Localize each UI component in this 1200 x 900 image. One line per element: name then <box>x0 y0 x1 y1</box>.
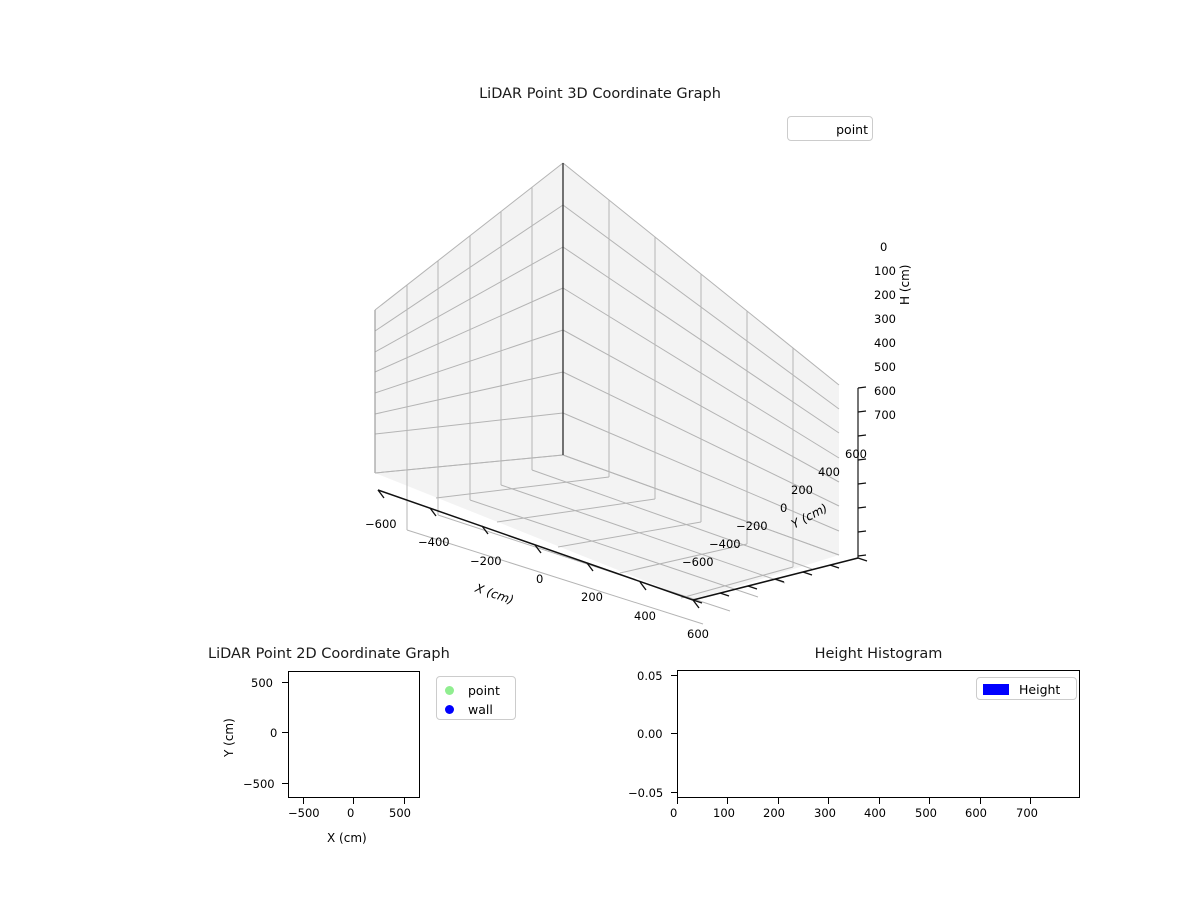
wall-marker-icon <box>445 705 454 714</box>
axis3d-z-tick: 700 <box>874 408 896 422</box>
axis2d-x-tick: 0 <box>347 806 355 820</box>
point-marker-icon <box>445 686 454 695</box>
axis3d-y-tick: 400 <box>818 465 840 479</box>
plot-3d-title: LiDAR Point 3D Coordinate Graph <box>479 86 721 102</box>
axis3d-y-tick: 200 <box>791 483 813 497</box>
axis2d-y-tick: 0 <box>270 726 278 740</box>
histogram-y-tickmark <box>671 792 677 794</box>
height-patch-icon <box>983 684 1009 695</box>
histogram-x-tickmark <box>929 798 931 804</box>
axis2d-x-tick: −500 <box>288 806 320 820</box>
histogram-x-tick: 600 <box>965 806 987 820</box>
axis3d-x-tick: −600 <box>365 517 397 531</box>
axis2d-x-tickmark <box>303 798 305 804</box>
histogram-x-tick: 700 <box>1016 806 1038 820</box>
histogram-x-tick: 0 <box>670 806 678 820</box>
axis3d-x-tick: 200 <box>581 590 603 604</box>
histogram-x-tickmark <box>727 798 729 804</box>
histogram-x-tickmark <box>828 798 830 804</box>
axes-2d[interactable] <box>288 671 420 798</box>
axis3d-x-tick: −200 <box>470 554 502 568</box>
axis3d-y-tick: −600 <box>682 555 714 569</box>
histogram-x-tick: 500 <box>915 806 937 820</box>
axis2d-y-tick: 500 <box>251 676 273 690</box>
axis3d-x-tick: 0 <box>536 572 544 586</box>
histogram-x-tick: 300 <box>814 806 836 820</box>
histogram-x-tickmark <box>778 798 780 804</box>
legend-label: point <box>836 122 868 137</box>
histogram-x-tickmark <box>677 798 679 804</box>
legend-label: wall <box>468 702 493 717</box>
axis3d-z-tick: 600 <box>874 384 896 398</box>
axis3d-z-tick: 300 <box>874 312 896 326</box>
axis2d-y-tickmark <box>282 732 288 734</box>
axis3d-y-tick: 600 <box>845 447 867 461</box>
legend-item-wall[interactable]: wall <box>445 700 509 719</box>
histogram-x-tick: 400 <box>864 806 886 820</box>
histogram-y-tick: 0.05 <box>637 669 663 683</box>
histogram-y-tickmark <box>671 733 677 735</box>
axis3d-x-tick: −400 <box>418 535 450 549</box>
axis3d-y-tick: 0 <box>780 501 788 515</box>
legend-item-point[interactable]: point <box>445 681 509 700</box>
legend-label: Height <box>1019 682 1061 697</box>
histogram-y-tickmark <box>671 675 677 677</box>
legend-2d[interactable]: point wall <box>436 676 516 720</box>
axis3d-z-tick: 500 <box>874 360 896 374</box>
point-marker-icon <box>794 125 803 134</box>
legend-histogram[interactable]: Height <box>976 677 1077 700</box>
legend-3d[interactable]: point <box>787 116 873 141</box>
axis3d-x-tick: 600 <box>687 627 709 641</box>
axis3d-z-tick: 400 <box>874 336 896 350</box>
axis3d-z-tick: 100 <box>874 264 896 278</box>
axes-3d[interactable]: .pane { fill:#f2f2f2; fill-opacity:0.92;… <box>300 140 920 641</box>
axis2d-x-tickmark <box>353 798 355 804</box>
histogram-x-tickmark <box>980 798 982 804</box>
histogram-x-tick: 200 <box>763 806 785 820</box>
histogram-x-tick: 100 <box>713 806 735 820</box>
axis2d-x-label: X (cm) <box>327 831 367 845</box>
legend-item-point[interactable]: point <box>794 120 868 139</box>
axis2d-y-label: Y (cm) <box>222 718 236 757</box>
axis3d-z-label: H (cm) <box>898 264 912 306</box>
axis2d-y-tickmark <box>282 682 288 684</box>
axis3d-y-tick: −400 <box>709 537 741 551</box>
axes-3d-canvas: .pane { fill:#f2f2f2; fill-opacity:0.92;… <box>374 162 868 625</box>
axis3d-z-tick: 0 <box>880 240 888 254</box>
plot-2d-title: LiDAR Point 2D Coordinate Graph <box>208 646 450 662</box>
histogram-x-tickmark <box>1030 798 1032 804</box>
axis3d-z-tick: 200 <box>874 288 896 302</box>
legend-item-height[interactable]: Height <box>983 680 1072 699</box>
axis2d-y-tickmark <box>282 783 288 785</box>
axis3d-x-tick: 400 <box>634 609 656 623</box>
histogram-y-tick: −0.05 <box>628 786 664 800</box>
axis2d-x-tickmark <box>404 798 406 804</box>
axis2d-x-tick: 500 <box>389 806 411 820</box>
axis3d-y-tick: −200 <box>736 519 768 533</box>
histogram-title: Height Histogram <box>814 646 943 662</box>
histogram-y-tick: 0.00 <box>637 727 663 741</box>
histogram-x-tickmark <box>879 798 881 804</box>
legend-label: point <box>468 683 500 698</box>
axis2d-y-tick: −500 <box>243 777 275 791</box>
